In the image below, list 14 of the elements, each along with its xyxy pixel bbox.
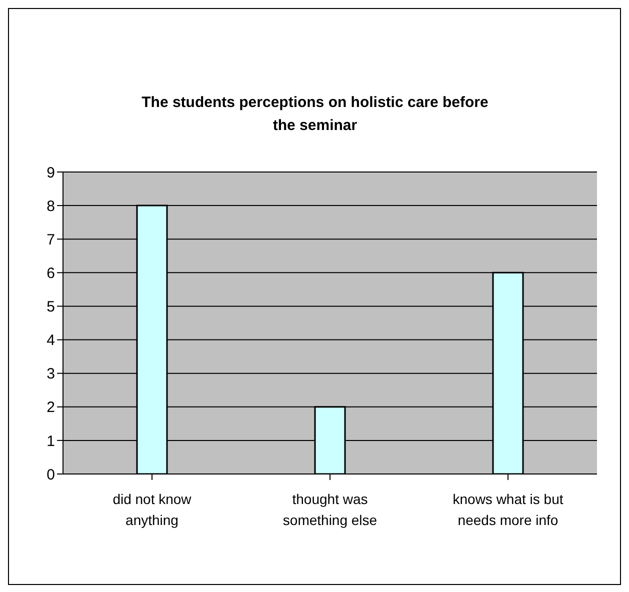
y-tick-label: 4 xyxy=(46,332,55,350)
y-tick-label: 8 xyxy=(46,198,55,215)
y-tick-label: 0 xyxy=(46,466,55,484)
y-tick-label: 9 xyxy=(46,164,55,182)
y-tick-label: 3 xyxy=(46,366,55,383)
y-tick-label: 2 xyxy=(46,399,55,416)
x-tick-label: did not know anything xyxy=(112,491,192,528)
y-tick-label: 5 xyxy=(46,298,55,316)
chart-title: The students perceptions on holistic care before the seminar xyxy=(140,93,490,136)
x-tick-label: thought was something else xyxy=(282,491,378,528)
y-tick-label: 6 xyxy=(46,264,55,282)
x-tick-label: knows what is but needs more info xyxy=(452,491,564,528)
y-tick-label: 1 xyxy=(46,432,55,450)
y-tick-label: 7 xyxy=(46,231,55,248)
